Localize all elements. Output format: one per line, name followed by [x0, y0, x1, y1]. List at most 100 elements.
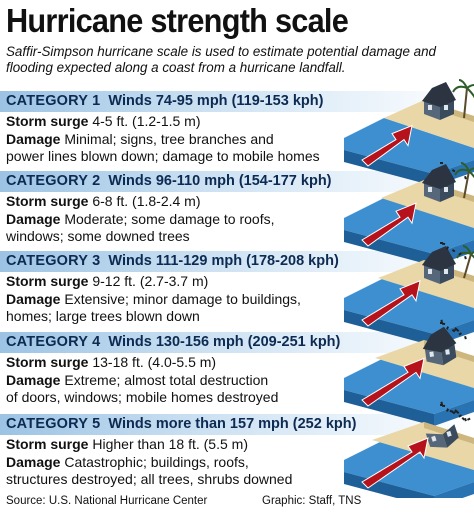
surge-arrow	[361, 437, 429, 489]
damage-label: Damage	[6, 211, 61, 227]
debris-piece	[451, 329, 456, 333]
palm-trunk	[463, 170, 470, 199]
surge-arrow	[361, 279, 421, 327]
category-name: CATEGORY 5	[6, 416, 101, 432]
category-header-band	[0, 91, 474, 112]
house-wall-side	[442, 424, 459, 448]
debris-piece	[440, 319, 443, 323]
debris-piece	[461, 416, 466, 421]
debris-piece	[440, 242, 443, 244]
page-title: Hurricane strength scale	[6, 2, 349, 39]
storm-surge-value: Higher than 18 ft. (5.5 m)	[92, 436, 248, 452]
water-side	[434, 482, 474, 498]
palm-tree-icon	[456, 245, 474, 279]
damage-line-2: power lines blown down; damage to mobile…	[6, 148, 320, 164]
source-note: Source: U.S. National Hurricane Center	[6, 495, 208, 507]
storm-surge-label: Storm surge	[6, 193, 89, 209]
page-subtitle: Saffir-Simpson hurricane scale is used t…	[6, 44, 436, 75]
graphic-credit: Graphic: Staff, TNS	[262, 495, 362, 507]
debris-piece	[458, 252, 462, 256]
debris-piece	[440, 404, 443, 406]
debris-piece	[442, 242, 446, 245]
damage-value: Extensive; minor damage to buildings,	[64, 291, 301, 307]
category-header-band	[0, 171, 474, 192]
debris-icon	[440, 242, 467, 260]
damage-line-2: structures destroyed; all trees, shrubs …	[6, 471, 293, 487]
storm-surge-line: Storm surge 9-12 ft. (2.7-3.7 m)	[6, 273, 208, 290]
category-header: CATEGORY 1 Winds 74-95 mph (119-153 kph)	[6, 93, 323, 109]
debris-piece	[451, 249, 456, 253]
palm-fronds	[452, 79, 474, 99]
debris-icon	[440, 162, 467, 180]
category-2-section: CATEGORY 2 Winds 96-110 mph (154-177 kph…	[0, 171, 474, 249]
debris-piece	[449, 410, 453, 413]
category-winds: Winds 74-95 mph (119-153 kph)	[108, 93, 324, 109]
category-winds: Winds 96-110 mph (154-177 kph)	[108, 173, 332, 189]
category-3-section: CATEGORY 3 Winds 111-129 mph (178-208 kp…	[0, 251, 474, 329]
category-1-section: CATEGORY 1 Winds 74-95 mph (119-153 kph)…	[0, 91, 474, 169]
storm-surge-value: 9-12 ft. (2.7-3.7 m)	[92, 273, 209, 289]
category-header-band	[0, 251, 474, 272]
damage-line: Damage Extensive; minor damage to buildi…	[6, 291, 301, 308]
storm-surge-label: Storm surge	[6, 113, 89, 129]
debris-icon	[440, 401, 471, 422]
water-front	[344, 472, 434, 498]
category-winds: Winds more than 157 mph (252 kph)	[108, 416, 357, 432]
debris-piece	[458, 332, 462, 336]
damage-line: Damage Minimal; signs, tree branches and	[6, 131, 274, 148]
category-header: CATEGORY 3 Winds 111-129 mph (178-208 kp…	[6, 253, 339, 269]
house-window	[431, 435, 437, 442]
debris-piece	[453, 327, 458, 331]
damage-line-2: of doors, windows; mobile homes destroye…	[6, 389, 279, 405]
category-header-band	[0, 414, 474, 435]
storm-surge-arrow-icon	[361, 124, 413, 167]
coast-illustration-5	[344, 401, 474, 498]
category-name: CATEGORY 4	[6, 334, 101, 350]
category-name: CATEGORY 3	[6, 253, 101, 269]
surge-arrow	[361, 202, 417, 247]
surge-arrow	[361, 357, 425, 407]
damage-line: Damage Moderate; some damage to roofs,	[6, 211, 274, 228]
water-surface	[344, 358, 474, 414]
category-winds: Winds 130-156 mph (209-251 kph)	[108, 334, 341, 350]
palm-trunk	[463, 253, 472, 279]
house-window	[446, 430, 452, 437]
house-icon	[422, 82, 456, 120]
storm-surge-arrow-icon	[361, 437, 429, 489]
palm-tree-icon	[452, 79, 474, 119]
damage-line: Damage Catastrophic; buildings, roofs,	[6, 454, 249, 471]
debris-piece	[440, 322, 443, 324]
palm-fronds	[456, 245, 474, 259]
storm-surge-arrow-icon	[361, 202, 417, 247]
debris-piece	[464, 176, 467, 180]
palm-fronds	[454, 162, 474, 179]
debris-piece	[455, 328, 460, 332]
debris-piece	[442, 404, 446, 407]
debris-piece	[455, 410, 460, 414]
storm-surge-label: Storm surge	[6, 436, 89, 452]
house-window	[428, 187, 432, 192]
category-header-band	[0, 332, 474, 353]
damage-label: Damage	[6, 454, 61, 470]
debris-piece	[440, 162, 443, 164]
palm-tree-icon	[454, 162, 474, 199]
debris-piece	[464, 256, 467, 260]
storm-surge-line: Storm surge 13-18 ft. (4.0-5.5 m)	[6, 354, 216, 371]
debris-piece	[464, 418, 467, 422]
damage-value: Extreme; almost total destruction	[64, 372, 269, 388]
damage-line-2: homes; large trees blown down	[6, 308, 200, 324]
damage-value: Minimal; signs, tree branches and	[64, 131, 274, 147]
storm-surge-arrow-icon	[361, 279, 421, 327]
debris-piece	[446, 326, 449, 330]
house-roof	[422, 164, 456, 189]
house-window	[445, 349, 450, 355]
house-window	[444, 105, 448, 110]
house-icon	[422, 164, 456, 202]
damage-label: Damage	[6, 291, 61, 307]
palm-trunk	[463, 87, 468, 119]
debris-piece	[446, 246, 449, 250]
debris-piece	[458, 414, 462, 418]
house-window	[429, 351, 434, 357]
storm-surge-label: Storm surge	[6, 354, 89, 370]
coast-illustration-4	[344, 319, 474, 426]
